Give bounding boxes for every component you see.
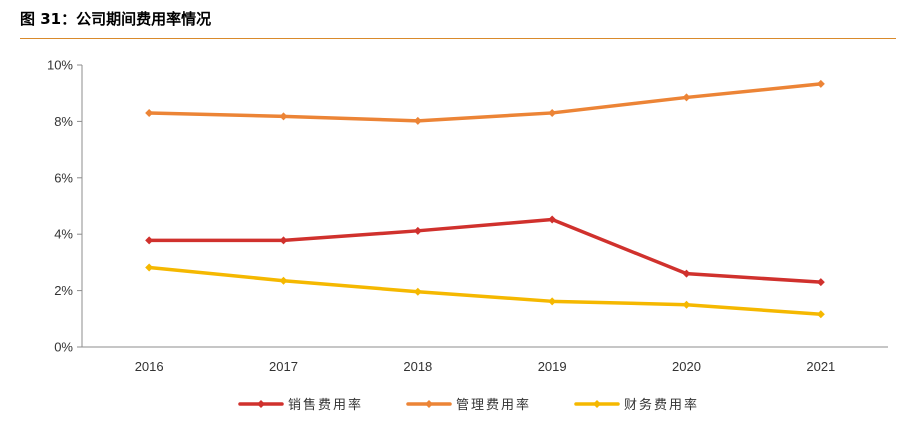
- data-point: [413, 226, 422, 235]
- data-point: [682, 300, 691, 309]
- x-tick-label: 2018: [403, 359, 432, 374]
- data-point: [145, 108, 154, 117]
- y-tick-label: 6%: [54, 170, 73, 185]
- data-point: [145, 236, 154, 245]
- chart-series: [145, 79, 825, 319]
- data-point: [816, 278, 825, 287]
- x-tick-label: 2020: [672, 359, 701, 374]
- y-tick-label: 8%: [54, 114, 73, 129]
- y-tick-label: 10%: [47, 58, 73, 73]
- data-point: [682, 269, 691, 278]
- data-point: [279, 236, 288, 245]
- legend-marker: [425, 400, 433, 408]
- chart-legend: 销售费用率 管理费用率 财务费用率: [238, 397, 699, 413]
- data-point: [413, 287, 422, 296]
- x-tick-label: 2016: [135, 359, 164, 374]
- data-point: [279, 112, 288, 121]
- y-tick-label: 0%: [54, 340, 73, 355]
- title-rule: [20, 38, 896, 39]
- legend-marker: [593, 400, 601, 408]
- data-point: [413, 116, 422, 125]
- figure-title: 图 31：公司期间费用率情况: [20, 10, 212, 28]
- data-point: [548, 108, 557, 117]
- x-tick-label: 2019: [538, 359, 567, 374]
- data-point: [279, 276, 288, 285]
- data-point: [548, 297, 557, 306]
- y-tick-label: 4%: [54, 227, 73, 242]
- legend-marker: [257, 400, 265, 408]
- x-tick-label: 2017: [269, 359, 298, 374]
- data-point: [548, 215, 557, 224]
- data-point: [816, 79, 825, 88]
- data-point: [145, 263, 154, 272]
- y-tick-label: 2%: [54, 283, 73, 298]
- legend-label: 财务费用率: [624, 397, 699, 413]
- legend-label: 销售费用率: [288, 397, 363, 413]
- data-point: [816, 310, 825, 319]
- series-line: [147, 265, 823, 317]
- chart-axes: 0% 2% 4% 6% 8% 10% 2016 2017 2018 2019 2020 2021: [47, 58, 888, 374]
- data-point: [682, 93, 691, 102]
- legend-label: 管理费用率: [456, 397, 531, 413]
- x-tick-label: 2021: [806, 359, 835, 374]
- series-line: [147, 217, 823, 284]
- series-line: [147, 82, 823, 123]
